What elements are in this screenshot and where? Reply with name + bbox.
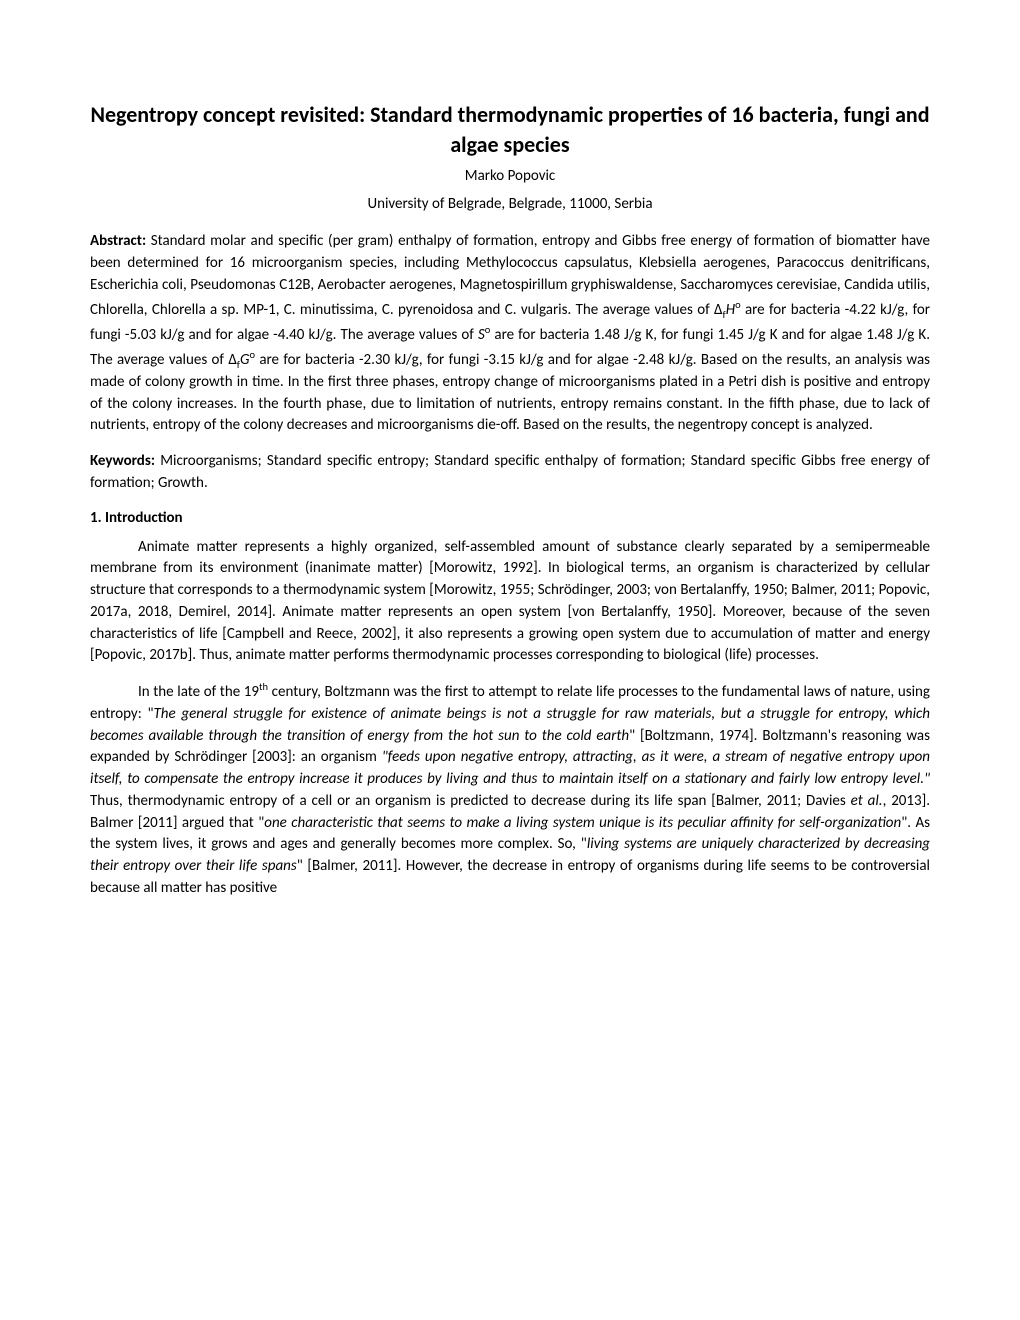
paper-title: Negentropy concept revisited: Standard t… (90, 100, 930, 159)
author-affiliation: University of Belgrade, Belgrade, 11000,… (90, 195, 930, 213)
para2-text-mid3: Thus, thermodynamic entropy of a cell or… (90, 792, 851, 810)
para2-text-start: In the late of the 19 (138, 683, 259, 701)
para2-superscript-th: th (259, 680, 268, 693)
keywords-label: Keywords: (90, 452, 155, 470)
keywords-block: Keywords: Microorganisms; Standard speci… (90, 451, 930, 495)
abstract-italic-h: H (726, 301, 735, 319)
body-paragraph-1: Animate matter represents a highly organ… (90, 537, 930, 668)
abstract-label: Abstract: (90, 232, 146, 250)
para2-et-al: et al. (851, 792, 883, 810)
abstract-block: Abstract: Standard molar and specific (p… (90, 231, 930, 437)
keywords-text: Microorganisms; Standard specific entrop… (90, 452, 930, 492)
para2-quote-3: one characteristic that seems to make a … (264, 814, 901, 832)
body-paragraph-2: In the late of the 19th century, Boltzma… (90, 679, 930, 900)
section-heading-intro: 1. Introduction (90, 509, 930, 527)
author-name: Marko Popovic (90, 167, 930, 185)
document-page: Negentropy concept revisited: Standard t… (0, 0, 1020, 1320)
abstract-italic-s: S (478, 326, 485, 344)
